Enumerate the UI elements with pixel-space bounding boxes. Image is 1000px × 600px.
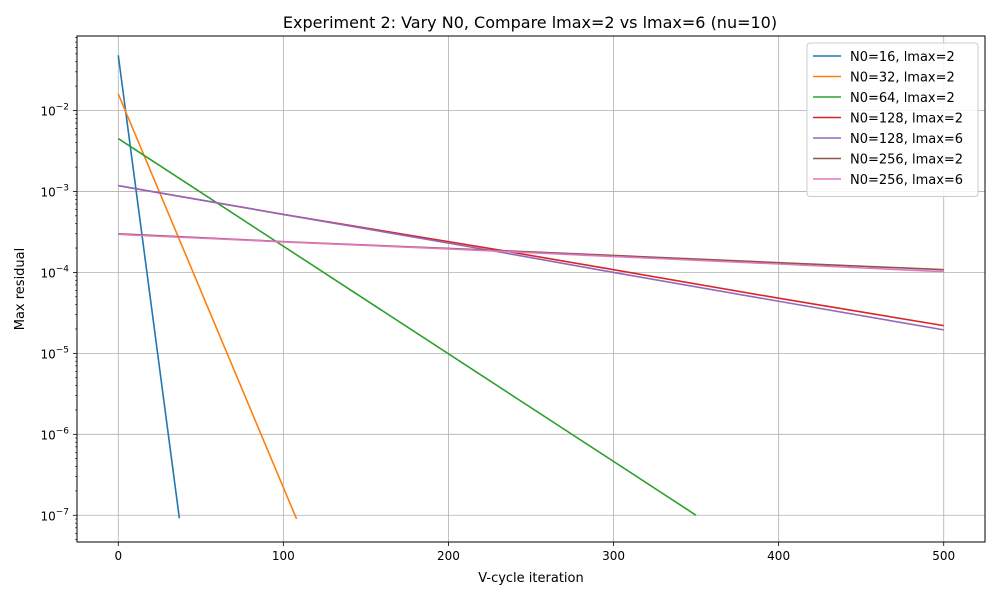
legend-label: N0=64, lmax=2 xyxy=(850,91,955,106)
axis-ticks: 0 100 200 300 400 500 10−7 10−6 10−5 10−4 10−3 10−2 xyxy=(40,37,955,563)
y-tick-label: 10−3 xyxy=(40,183,69,199)
x-tick-label: 300 xyxy=(602,549,625,563)
series-line xyxy=(117,93,298,520)
x-tick-label: 400 xyxy=(767,549,790,563)
chart-title: Experiment 2: Vary N0, Compare lmax=2 vs… xyxy=(283,13,777,32)
y-tick-label: 10−5 xyxy=(40,345,69,361)
legend-label: N0=256, lmax=2 xyxy=(850,153,963,168)
legend-label: N0=256, lmax=6 xyxy=(850,173,963,188)
plot-lines xyxy=(117,55,944,520)
series-line xyxy=(117,55,181,519)
series-line xyxy=(117,137,697,516)
series-line xyxy=(118,233,944,273)
x-tick-label: 200 xyxy=(437,549,460,563)
legend-label: N0=128, lmax=6 xyxy=(850,132,963,147)
plot-frame xyxy=(76,35,986,543)
legend-label: N0=128, lmax=2 xyxy=(850,112,963,127)
x-tick-label: 100 xyxy=(272,549,295,563)
x-tick-label: 0 xyxy=(114,549,122,563)
y-axis-label: Max residual xyxy=(13,248,28,331)
x-axis-label: V-cycle iteration xyxy=(478,571,583,586)
y-tick-label: 10−7 xyxy=(40,507,69,523)
legend-label: N0=16, lmax=2 xyxy=(850,50,955,65)
y-tick-label: 10−2 xyxy=(40,102,69,118)
legend-label: N0=32, lmax=2 xyxy=(850,71,955,86)
y-tick-label: 10−4 xyxy=(40,264,69,280)
x-tick-label: 500 xyxy=(932,549,955,563)
legend: N0=16, lmax=2 N0=32, lmax=2 N0=64, lmax=2 N… xyxy=(806,42,979,197)
y-tick-label: 10−6 xyxy=(40,426,69,442)
legend-box xyxy=(806,42,979,197)
